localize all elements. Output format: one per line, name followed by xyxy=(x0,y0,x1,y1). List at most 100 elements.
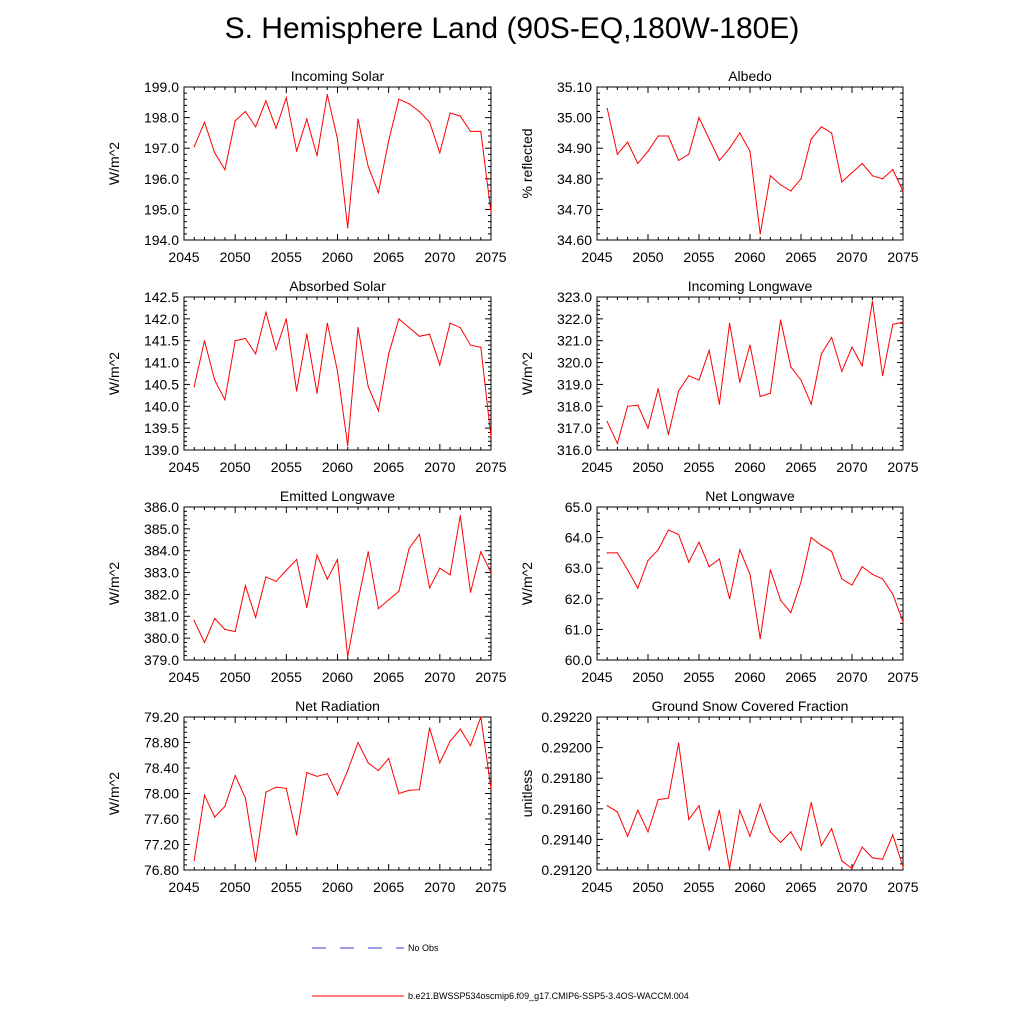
data-point xyxy=(244,110,246,113)
series-line xyxy=(193,716,492,862)
data-point xyxy=(377,769,380,772)
data-point xyxy=(616,153,619,155)
data-point xyxy=(871,300,874,302)
data-point xyxy=(892,169,894,171)
y-tick-label: 141.0 xyxy=(144,355,179,371)
data-point xyxy=(902,321,904,323)
data-point xyxy=(606,107,608,110)
plot-frame xyxy=(596,296,904,451)
data-point xyxy=(637,162,639,165)
x-tick-label: 2050 xyxy=(220,459,251,475)
panel-title: Net Radiation xyxy=(295,698,380,714)
data-point xyxy=(627,835,629,837)
data-point xyxy=(234,120,236,122)
data-point xyxy=(326,94,328,96)
data-point xyxy=(882,375,884,377)
data-point xyxy=(790,611,792,614)
y-tick-label: 319.0 xyxy=(557,376,592,392)
data-point xyxy=(810,403,812,405)
x-tick-label: 2065 xyxy=(785,459,816,475)
data-point xyxy=(892,323,894,325)
y-axis-label: W/m^2 xyxy=(106,772,122,815)
data-point xyxy=(667,529,670,531)
data-point xyxy=(418,110,420,113)
panel-7: Net Radiation W/m^2 2045 2050 2055 2060 2065 20… xyxy=(106,698,507,895)
x-tick-label: 2070 xyxy=(836,459,867,475)
panel-title: Incoming Longwave xyxy=(688,278,813,294)
data-point xyxy=(244,585,246,587)
data-point xyxy=(336,558,339,561)
panel-title: Ground Snow Covered Fraction xyxy=(652,698,849,714)
data-point xyxy=(698,379,700,381)
y-tick-label: 317.0 xyxy=(557,420,592,436)
data-point xyxy=(698,117,700,119)
y-tick-label: 321.0 xyxy=(557,333,592,349)
panel-4: Incoming Longwave W/m^2 2045 2050 2055 2060 20… xyxy=(519,278,919,475)
y-axis-label: unitless xyxy=(519,770,535,817)
panel-title: Emitted Longwave xyxy=(280,488,395,504)
data-point xyxy=(749,344,751,346)
data-point xyxy=(882,578,884,580)
series-line xyxy=(193,310,492,446)
series-line xyxy=(193,515,492,657)
data-point xyxy=(616,552,619,554)
data-point xyxy=(255,861,257,863)
y-tick-label: 316.0 xyxy=(557,442,592,458)
y-tick-label: 322.0 xyxy=(557,311,592,327)
data-point xyxy=(367,762,369,764)
data-point xyxy=(800,849,802,851)
panel-2: Albedo % reflected 2045 2050 2055 2060 2065 207… xyxy=(519,68,919,265)
x-tick-label: 2050 xyxy=(632,879,663,895)
data-point xyxy=(326,773,328,775)
y-tick-label: 140.5 xyxy=(144,376,179,392)
x-tick-label: 2050 xyxy=(220,249,251,265)
data-point xyxy=(469,591,472,593)
data-point xyxy=(780,599,782,601)
data-point xyxy=(357,327,359,329)
x-tick-label: 2060 xyxy=(322,669,353,685)
data-point xyxy=(449,112,451,114)
data-point xyxy=(347,656,349,658)
panel-1: Incoming Solar W/m^2 2045 2050 2055 2060 2065 2… xyxy=(106,68,507,265)
data-point xyxy=(295,390,298,392)
y-tick-label: 65.0 xyxy=(565,499,592,515)
y-tick-label: 76.80 xyxy=(144,862,179,878)
data-point xyxy=(647,559,649,562)
x-tick-label: 2055 xyxy=(271,669,302,685)
data-point xyxy=(841,860,843,862)
data-point xyxy=(882,858,884,860)
x-tick-label: 2075 xyxy=(475,249,506,265)
data-point xyxy=(193,386,195,388)
data-point xyxy=(203,641,206,644)
x-tick-label: 2075 xyxy=(887,879,918,895)
x-tick-label: 2045 xyxy=(581,249,612,265)
data-point xyxy=(490,211,492,214)
data-point xyxy=(759,803,761,805)
x-tick-label: 2045 xyxy=(581,879,612,895)
y-tick-label: 199.0 xyxy=(144,79,179,95)
data-point xyxy=(377,608,380,610)
data-point xyxy=(275,786,277,788)
data-point xyxy=(418,533,420,535)
y-axis-label: W/m^2 xyxy=(106,562,122,605)
data-point xyxy=(316,775,318,777)
x-tick-label: 2065 xyxy=(785,669,816,685)
y-tick-label: 34.80 xyxy=(557,171,592,187)
data-point xyxy=(729,598,731,600)
data-point xyxy=(306,606,308,609)
x-tick-label: 2060 xyxy=(734,249,765,265)
data-point xyxy=(637,587,639,589)
data-point xyxy=(398,318,400,320)
y-tick-label: 383.0 xyxy=(144,565,179,581)
data-point xyxy=(678,390,680,392)
data-point xyxy=(780,319,782,321)
data-point xyxy=(831,132,833,134)
y-tick-label: 78.80 xyxy=(144,735,179,751)
data-point xyxy=(398,98,400,100)
x-tick-label: 2060 xyxy=(322,249,353,265)
data-point xyxy=(861,566,863,568)
x-tick-label: 2065 xyxy=(785,879,816,895)
x-tick-label: 2075 xyxy=(887,249,918,265)
y-tick-label: 320.0 xyxy=(557,355,592,371)
data-point xyxy=(367,386,369,388)
